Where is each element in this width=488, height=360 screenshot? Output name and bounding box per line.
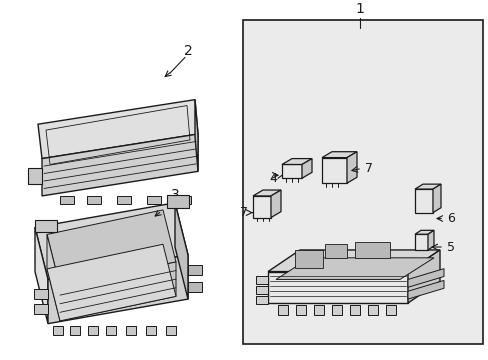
Polygon shape [282,165,302,178]
Polygon shape [34,304,48,314]
Bar [313,305,324,315]
Bar [106,325,116,336]
Polygon shape [252,190,281,196]
Bar [70,325,80,336]
Polygon shape [432,184,440,213]
Bar [88,325,98,336]
Polygon shape [321,158,346,183]
Bar [117,196,131,204]
Polygon shape [407,250,439,303]
Bar [146,325,156,336]
Bar [177,196,191,204]
Text: 3: 3 [170,188,179,202]
Polygon shape [302,159,311,178]
Polygon shape [195,100,198,171]
Bar [295,305,305,315]
Polygon shape [35,228,48,324]
Polygon shape [187,265,202,275]
Bar [147,196,161,204]
Polygon shape [175,203,187,299]
Polygon shape [167,195,189,208]
Polygon shape [47,244,176,321]
Polygon shape [34,289,48,299]
Polygon shape [60,262,176,321]
Bar [60,196,74,204]
Polygon shape [321,152,356,158]
Text: 5: 5 [446,240,454,253]
Bar [354,242,389,258]
Polygon shape [414,189,432,213]
Polygon shape [275,258,433,279]
Polygon shape [256,296,267,304]
Polygon shape [47,210,176,287]
Bar [294,250,323,267]
Polygon shape [414,230,433,234]
Bar [367,305,377,315]
Polygon shape [38,100,198,159]
Polygon shape [35,220,57,232]
Text: 4: 4 [268,172,276,185]
Polygon shape [35,203,187,279]
Bar [87,196,101,204]
Bar [243,20,482,344]
Polygon shape [270,190,281,217]
Text: 1: 1 [355,2,364,16]
Polygon shape [28,168,42,184]
Polygon shape [282,159,311,165]
Bar [165,325,176,336]
Bar [349,305,359,315]
Polygon shape [346,152,356,183]
Polygon shape [414,234,427,250]
Polygon shape [414,184,440,189]
Bar [331,305,341,315]
Polygon shape [267,271,407,303]
Bar [278,305,287,315]
Polygon shape [47,234,60,321]
Polygon shape [267,250,439,271]
Bar [53,325,63,336]
Text: 6: 6 [446,212,454,225]
Polygon shape [42,134,198,196]
Bar [126,325,136,336]
Text: 2: 2 [183,44,192,58]
Polygon shape [252,196,270,217]
Text: 7: 7 [364,162,372,175]
Polygon shape [427,230,433,250]
Polygon shape [256,276,267,284]
Polygon shape [48,255,187,324]
Polygon shape [256,286,267,294]
Polygon shape [407,269,443,287]
Bar [325,244,346,258]
Polygon shape [187,282,202,292]
Polygon shape [407,280,443,299]
Bar [385,305,395,315]
Text: 7: 7 [240,206,247,219]
